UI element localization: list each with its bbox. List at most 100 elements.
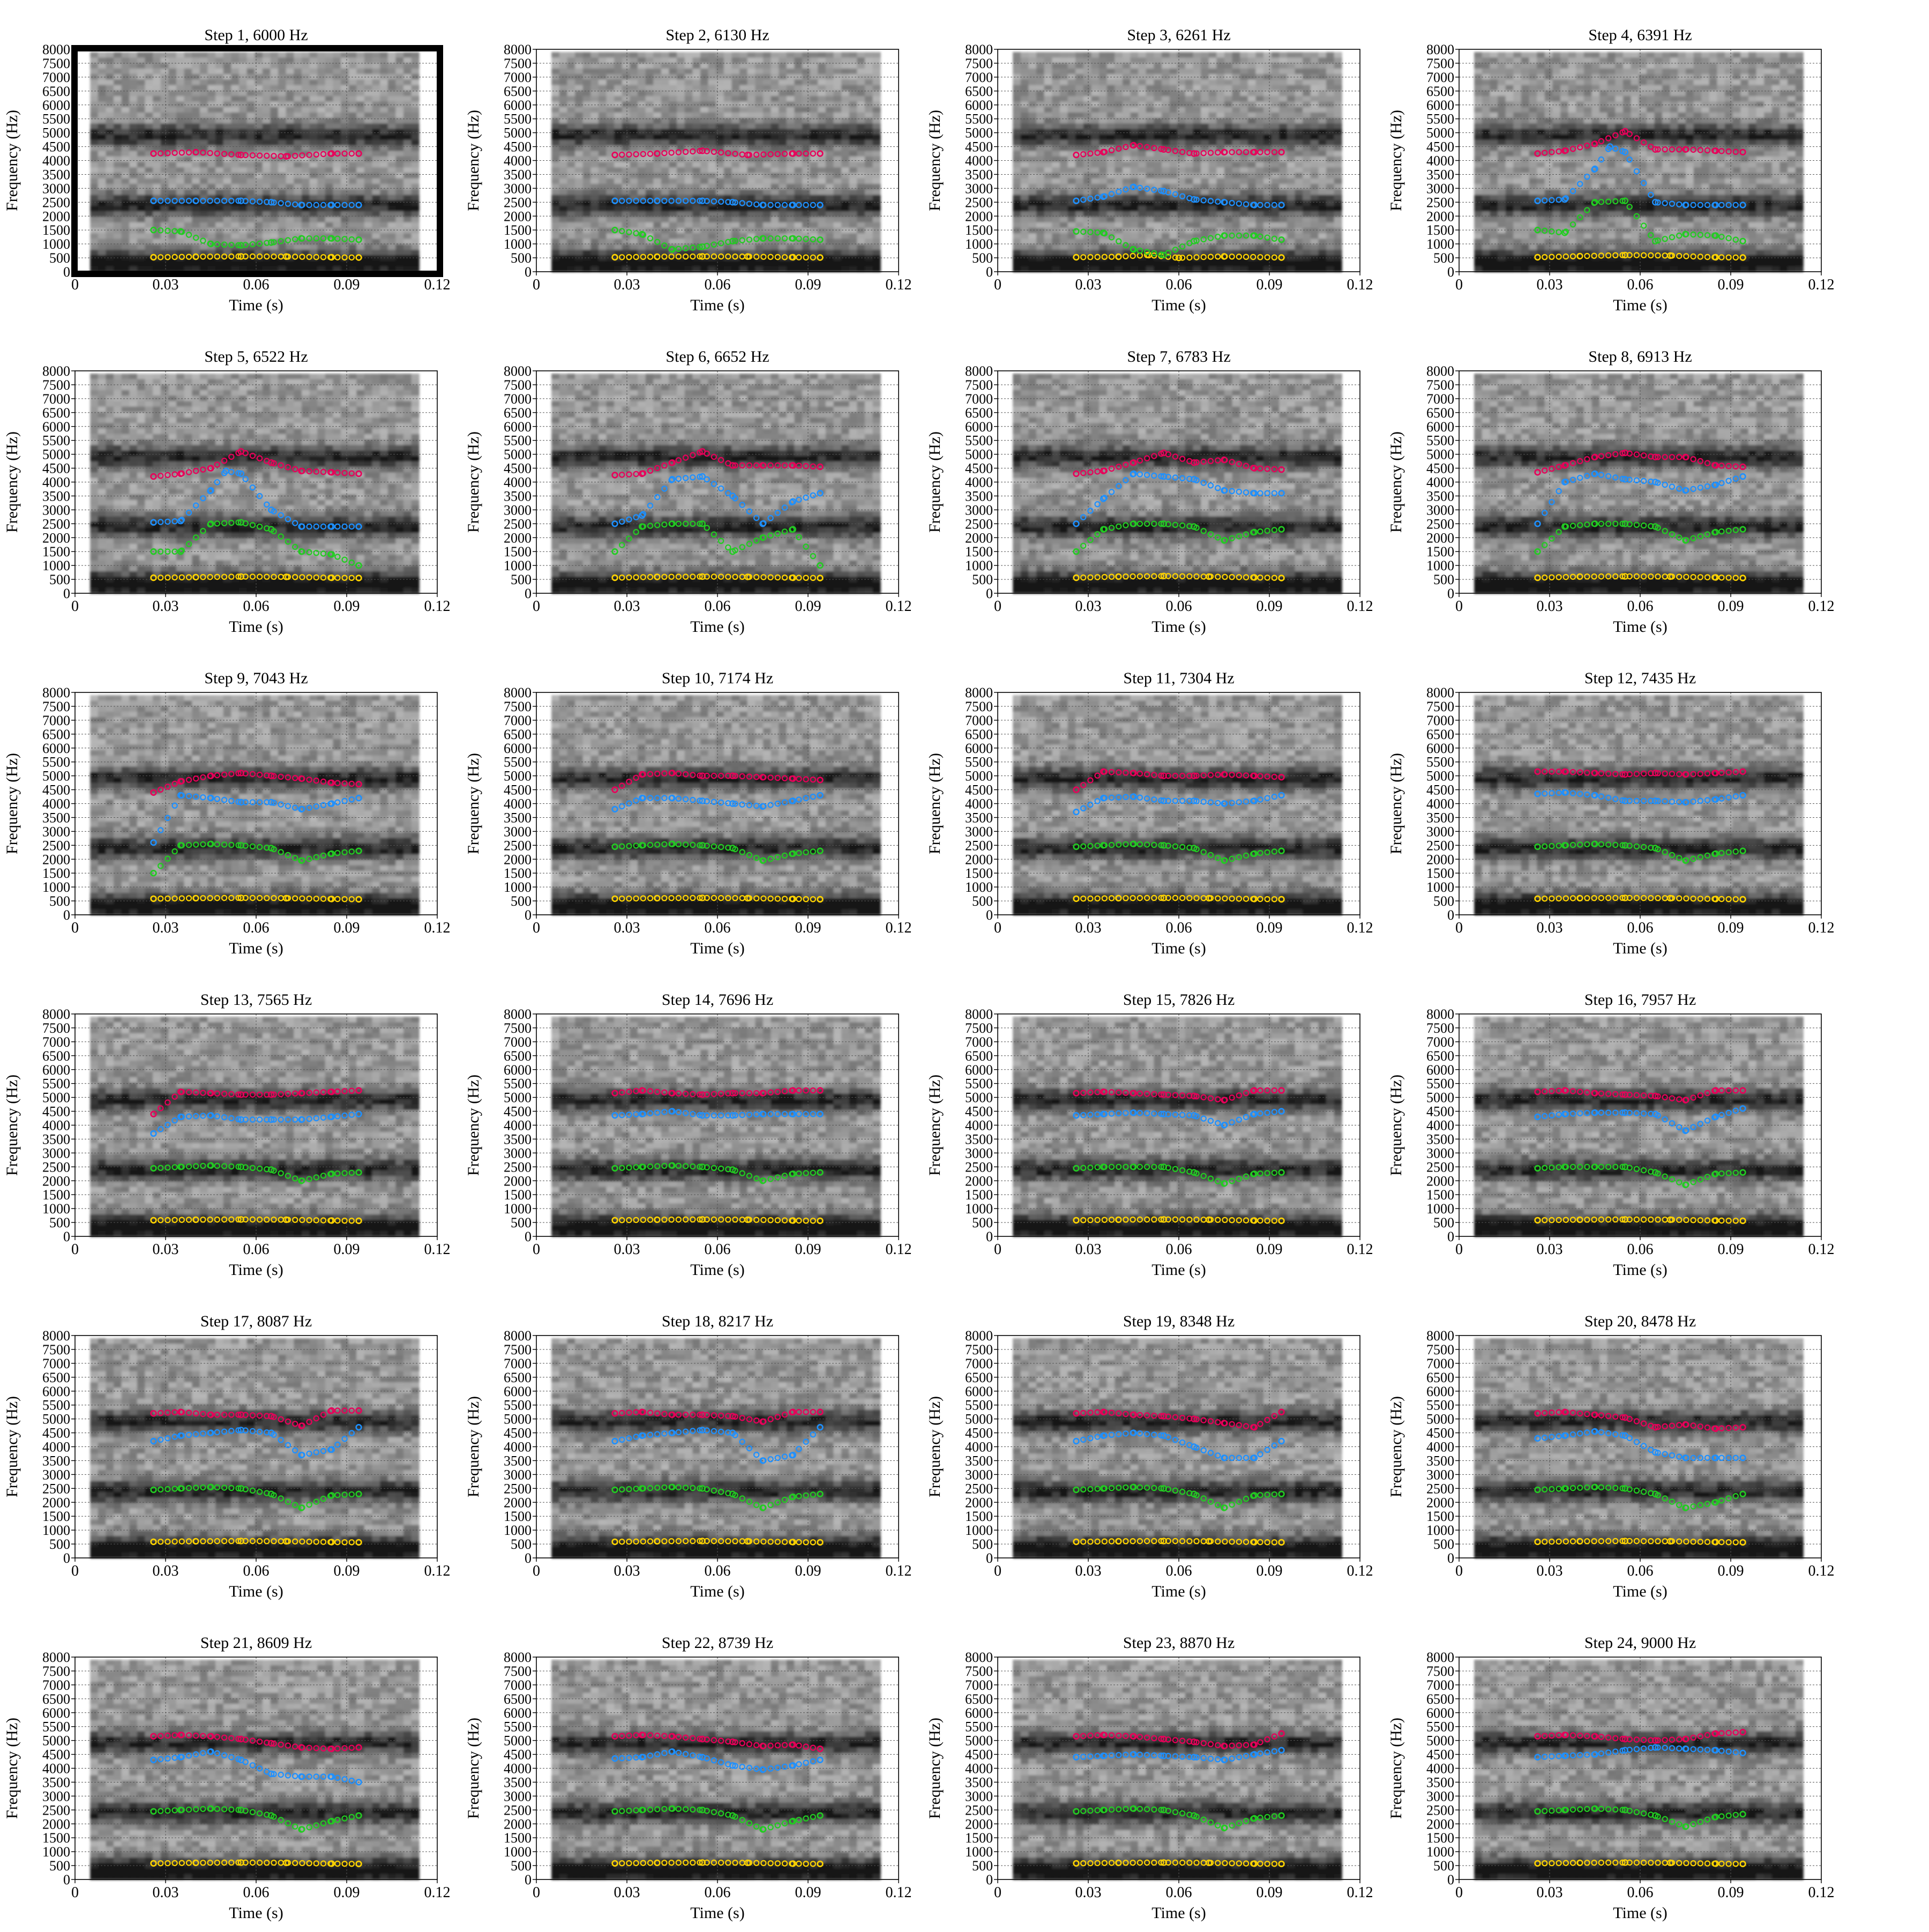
spectrogram-cell bbox=[231, 74, 239, 80]
spectrogram-cell bbox=[168, 261, 176, 267]
spectrogram-cell bbox=[294, 173, 302, 179]
spectrogram-cell bbox=[278, 140, 286, 146]
spectrogram-cell bbox=[302, 52, 310, 58]
spectrogram-cell bbox=[106, 233, 114, 239]
spectrogram-cell bbox=[161, 123, 169, 129]
spectrogram-cell bbox=[200, 206, 208, 212]
spectrogram-cell bbox=[270, 57, 278, 63]
spectrogram-cell bbox=[207, 69, 215, 74]
spectrogram-cell bbox=[90, 101, 98, 107]
spectrogram-cell bbox=[255, 96, 263, 102]
spectrogram-cell bbox=[145, 91, 153, 96]
spectrogram-cell bbox=[145, 206, 153, 212]
spectrogram-cell bbox=[137, 156, 145, 162]
spectrogram-cell bbox=[129, 123, 137, 129]
spectrogram-cell bbox=[137, 69, 145, 74]
spectrogram-cell bbox=[106, 151, 114, 157]
spectrogram-cell bbox=[122, 151, 130, 157]
spectrogram-cell bbox=[153, 178, 161, 184]
spectrogram-cell bbox=[270, 91, 278, 96]
spectrogram-cell bbox=[215, 52, 223, 58]
spectrogram-cell bbox=[317, 52, 325, 58]
spectrogram-cell bbox=[122, 145, 130, 151]
spectrogram-cell bbox=[263, 173, 271, 179]
spectrogram-cell bbox=[286, 123, 294, 129]
spectrogram-cell bbox=[317, 184, 325, 190]
spectrogram-cell bbox=[145, 57, 153, 63]
spectrogram-cell bbox=[263, 222, 271, 228]
spectrogram-cell bbox=[106, 167, 114, 173]
spectrogram-cell bbox=[153, 79, 161, 85]
spectrogram-cell bbox=[317, 69, 325, 74]
spectrogram-cell bbox=[98, 57, 106, 63]
spectrogram-cell bbox=[129, 228, 137, 234]
spectrogram-cell bbox=[184, 189, 192, 195]
spectrogram-cell bbox=[247, 57, 255, 63]
spectrogram-cell bbox=[270, 52, 278, 58]
spectrogram-cell bbox=[192, 228, 200, 234]
spectrogram-cell bbox=[106, 123, 114, 129]
spectrogram-cell bbox=[168, 206, 176, 212]
spectrogram-cell bbox=[263, 217, 271, 223]
spectrogram-cell bbox=[137, 151, 145, 157]
spectrogram-cell bbox=[278, 233, 286, 239]
spectrogram-cell bbox=[325, 162, 333, 168]
spectrogram-cell bbox=[184, 222, 192, 228]
spectrogram-cell bbox=[317, 74, 325, 80]
spectrogram-cell bbox=[98, 206, 106, 212]
spectrogram-cell bbox=[215, 184, 223, 190]
spectrogram-cell bbox=[310, 217, 318, 223]
spectrogram-cell bbox=[114, 107, 122, 113]
spectrogram-cell bbox=[278, 162, 286, 168]
spectrogram-cell bbox=[184, 101, 192, 107]
spectrogram-cell bbox=[106, 222, 114, 228]
spectrogram-cell bbox=[263, 52, 271, 58]
spectrogram-cell bbox=[207, 189, 215, 195]
spectrogram-cell bbox=[270, 135, 278, 140]
spectrogram-cell bbox=[302, 57, 310, 63]
spectrogram-cell bbox=[207, 107, 215, 113]
spectrogram-cell bbox=[286, 195, 294, 201]
spectrogram-cell bbox=[302, 96, 310, 102]
spectrogram-cell bbox=[168, 85, 176, 91]
spectrogram-cell bbox=[215, 63, 223, 69]
spectrogram-cell bbox=[278, 85, 286, 91]
spectrogram-cell bbox=[129, 129, 137, 135]
spectrogram-cell bbox=[200, 244, 208, 250]
spectrogram-cell bbox=[255, 129, 263, 135]
spectrogram-cell bbox=[122, 113, 130, 118]
spectrogram-cell bbox=[129, 79, 137, 85]
spectrogram-cell bbox=[325, 167, 333, 173]
spectrogram-cell bbox=[114, 140, 122, 146]
spectrogram-cell bbox=[200, 261, 208, 267]
spectrogram-cell bbox=[310, 57, 318, 63]
spectrogram-cell bbox=[106, 63, 114, 69]
spectrogram-cell bbox=[90, 195, 98, 201]
spectrogram-cell bbox=[302, 195, 310, 201]
spectrogram-cell bbox=[176, 178, 184, 184]
spectrogram-cell bbox=[168, 123, 176, 129]
spectrogram-cell bbox=[247, 167, 255, 173]
spectrogram-cell bbox=[129, 151, 137, 157]
spectrogram-cell bbox=[286, 63, 294, 69]
spectrogram-cell bbox=[215, 156, 223, 162]
spectrogram-cell bbox=[200, 162, 208, 168]
spectrogram-cell bbox=[114, 250, 122, 256]
spectrogram-cell bbox=[317, 135, 325, 140]
spectrogram-cell bbox=[325, 178, 333, 184]
spectrogram-cell bbox=[239, 85, 247, 91]
spectrogram-cell bbox=[310, 162, 318, 168]
spectrogram-cell bbox=[239, 178, 247, 184]
spectrogram-cell bbox=[310, 69, 318, 74]
spectrogram-cell bbox=[98, 113, 106, 118]
spectrogram-cell bbox=[255, 85, 263, 91]
spectrogram-cell bbox=[114, 151, 122, 157]
spectrogram-cell bbox=[325, 107, 333, 113]
spectrogram-cell bbox=[192, 57, 200, 63]
spectrogram-cell bbox=[325, 63, 333, 69]
spectrogram-cell bbox=[168, 162, 176, 168]
spectrogram-cell bbox=[106, 113, 114, 118]
spectrogram-cell bbox=[114, 63, 122, 69]
spectrogram-cell bbox=[317, 173, 325, 179]
spectrogram-cell bbox=[286, 118, 294, 124]
